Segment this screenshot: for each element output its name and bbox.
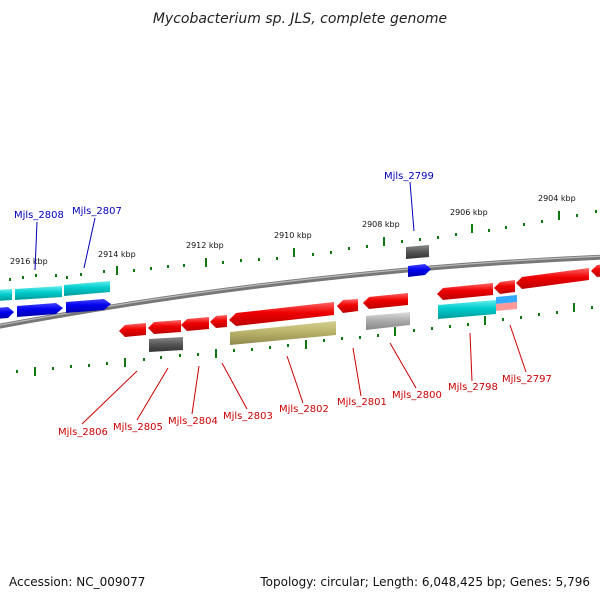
gene-feature[interactable] [494, 280, 515, 294]
gene-feature[interactable] [496, 295, 517, 304]
gene-feature-mjls-2801[interactable] [337, 299, 358, 313]
gene-label[interactable]: Mjls_2797 [502, 374, 552, 385]
gene-label[interactable]: Mjls_2798 [448, 382, 498, 393]
label-leaders-bottom [81, 324, 527, 425]
gene-feature[interactable] [230, 321, 336, 345]
gene-feature[interactable] [0, 307, 14, 319]
gene-feature[interactable] [366, 312, 410, 330]
genome-summary-text: Topology: circular; Length: 6,048,425 bp… [259, 575, 590, 589]
gene-label[interactable]: Mjls_2799 [384, 171, 434, 182]
gene-feature-mjls-2803[interactable] [210, 315, 227, 328]
gene-feature[interactable] [148, 320, 181, 334]
kbp-label: 2910 kbp [274, 231, 312, 240]
gene-feature-mjls-2808[interactable] [15, 286, 62, 300]
reverse-strand-genes [119, 264, 600, 352]
gene-feature-mjls-2807[interactable] [64, 281, 110, 296]
map-title: Mycobacterium sp. JLS, complete genome [153, 11, 447, 27]
upper-tick-row [9, 210, 597, 281]
gene-feature-mjls-2798[interactable] [438, 300, 496, 319]
gene-label[interactable]: Mjls_2802 [279, 404, 329, 415]
gene-label[interactable]: Mjls_2800 [392, 390, 442, 401]
gene-label[interactable]: Mjls_2803 [223, 411, 273, 422]
gene-labels-bottom: Mjls_2806 Mjls_2805 Mjls_2804 Mjls_2803 … [58, 374, 552, 438]
kbp-label: 2904 kbp [538, 194, 576, 203]
gene-feature-mjls-2802[interactable] [229, 302, 334, 326]
kbp-label: 2912 kbp [186, 241, 224, 250]
kbp-scale: 2916 kbp 2914 kbp 2912 kbp 2910 kbp 2908… [10, 194, 576, 266]
gene-label[interactable]: Mjls_2805 [113, 422, 163, 433]
kbp-label: 2906 kbp [450, 208, 488, 217]
gene-feature[interactable] [591, 264, 600, 277]
label-leaders-top [34, 181, 415, 271]
gene-feature-mjls-2806[interactable] [119, 323, 146, 337]
gene-feature[interactable] [66, 299, 111, 313]
gene-feature[interactable] [0, 289, 12, 301]
gene-feature[interactable] [516, 268, 589, 289]
gene-labels-top: Mjls_2808 Mjls_2807 Mjls_2799 [14, 171, 434, 221]
kbp-label: 2916 kbp [10, 257, 48, 266]
genome-backbone [0, 254, 600, 329]
gene-feature-mjls-2804[interactable] [181, 317, 209, 331]
gene-label[interactable]: Mjls_2808 [14, 210, 64, 221]
gene-label[interactable]: Mjls_2807 [72, 206, 122, 217]
gene-feature-mjls-2800[interactable] [363, 293, 408, 309]
accession-text: Accession: NC_009077 [9, 575, 145, 589]
gene-feature[interactable] [17, 303, 63, 317]
kbp-label: 2914 kbp [98, 250, 136, 259]
gene-feature[interactable] [437, 283, 493, 300]
kbp-label: 2908 kbp [362, 220, 400, 229]
gene-feature-mjls-2797[interactable] [496, 302, 517, 311]
gene-feature[interactable] [408, 264, 431, 277]
lower-tick-row [16, 303, 593, 376]
forward-strand-genes [0, 245, 431, 319]
gene-feature-mjls-2799[interactable] [406, 245, 429, 259]
gene-label[interactable]: Mjls_2801 [337, 397, 387, 408]
gene-feature-mjls-2805[interactable] [149, 337, 183, 352]
gene-label[interactable]: Mjls_2806 [58, 427, 108, 438]
gene-label[interactable]: Mjls_2804 [168, 416, 218, 427]
